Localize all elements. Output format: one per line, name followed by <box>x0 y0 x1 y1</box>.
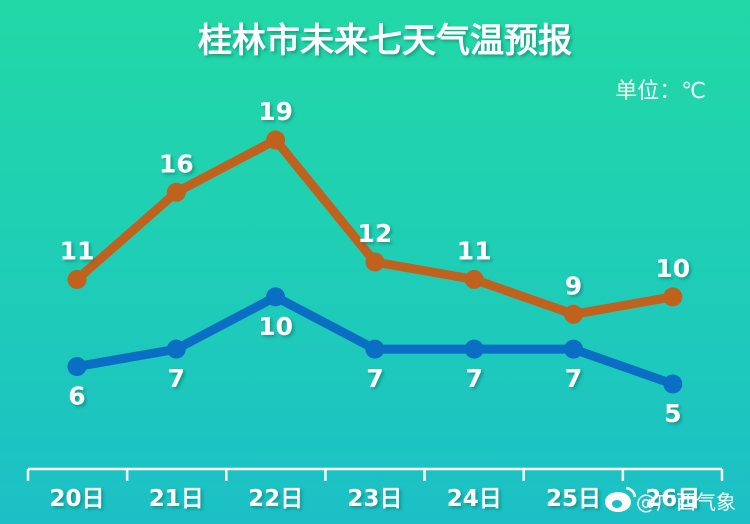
data-point <box>663 374 683 394</box>
data-point <box>365 339 385 359</box>
data-label: 7 <box>366 364 383 393</box>
series-low: 6 7 10 7 7 7 5 <box>67 287 683 428</box>
x-tick-label: 25日 <box>546 486 601 512</box>
data-label: 10 <box>258 312 293 341</box>
data-point <box>663 287 683 307</box>
data-point <box>564 304 583 324</box>
data-point <box>67 357 87 377</box>
unit-label: 单位：℃ <box>615 79 706 104</box>
x-tick-label: 21日 <box>149 486 204 512</box>
chart-title: 桂林市未来七天气温预报 <box>198 21 572 61</box>
data-label: 5 <box>664 399 681 428</box>
series-high: 11 16 19 12 11 9 10 <box>60 97 690 324</box>
watermark: @广西气象 <box>605 486 736 514</box>
data-point <box>166 182 186 202</box>
data-label: 12 <box>358 219 393 248</box>
data-point <box>464 269 484 289</box>
weibo-icon <box>605 486 637 512</box>
series-layer: 11 16 19 12 11 9 10 6 7 10 7 7 7 5 <box>60 97 691 428</box>
data-label: 7 <box>565 364 582 393</box>
data-point <box>564 339 583 359</box>
x-tick-label: 26日 <box>645 486 700 512</box>
data-point <box>365 252 385 272</box>
data-point <box>266 130 286 150</box>
x-tick-label: 20日 <box>49 486 104 512</box>
x-tick-label: 22日 <box>248 486 303 512</box>
data-label: 7 <box>465 364 482 393</box>
data-point <box>67 269 87 289</box>
x-tick-label: 24日 <box>447 486 502 512</box>
x-tick-label: 23日 <box>347 486 402 512</box>
data-label: 19 <box>258 97 293 126</box>
data-label: 9 <box>565 271 582 300</box>
data-point <box>464 339 484 359</box>
x-axis: 20日 21日 22日 23日 24日 25日 26日 <box>26 467 724 512</box>
data-label: 16 <box>159 149 194 178</box>
data-point <box>266 287 286 307</box>
data-point <box>166 339 186 359</box>
data-label: 10 <box>655 254 690 283</box>
data-label: 11 <box>60 236 95 265</box>
data-label: 11 <box>457 236 492 265</box>
data-label: 7 <box>168 364 185 393</box>
data-label: 6 <box>68 382 85 411</box>
watermark-text: @广西气象 <box>636 490 736 514</box>
